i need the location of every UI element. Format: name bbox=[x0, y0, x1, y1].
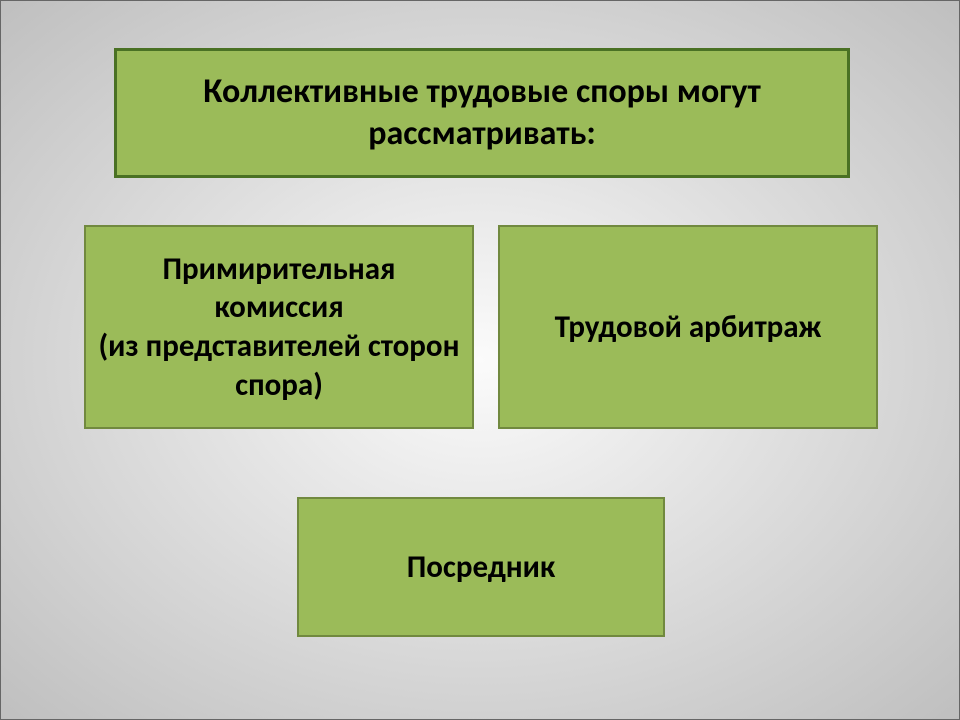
slide-canvas: Коллективные трудовые споры могут рассма… bbox=[0, 0, 960, 720]
left-text: Примирительная комиссия (из представител… bbox=[98, 250, 460, 405]
title-box: Коллективные трудовые споры могут рассма… bbox=[114, 48, 850, 178]
left-box: Примирительная комиссия (из представител… bbox=[84, 225, 474, 429]
bottom-box: Посредник bbox=[297, 497, 665, 637]
right-box: Трудовой арбитраж bbox=[498, 225, 878, 429]
right-text: Трудовой арбитраж bbox=[555, 308, 822, 347]
bottom-text: Посредник bbox=[407, 548, 556, 587]
title-text: Коллективные трудовые споры могут рассма… bbox=[129, 71, 835, 156]
